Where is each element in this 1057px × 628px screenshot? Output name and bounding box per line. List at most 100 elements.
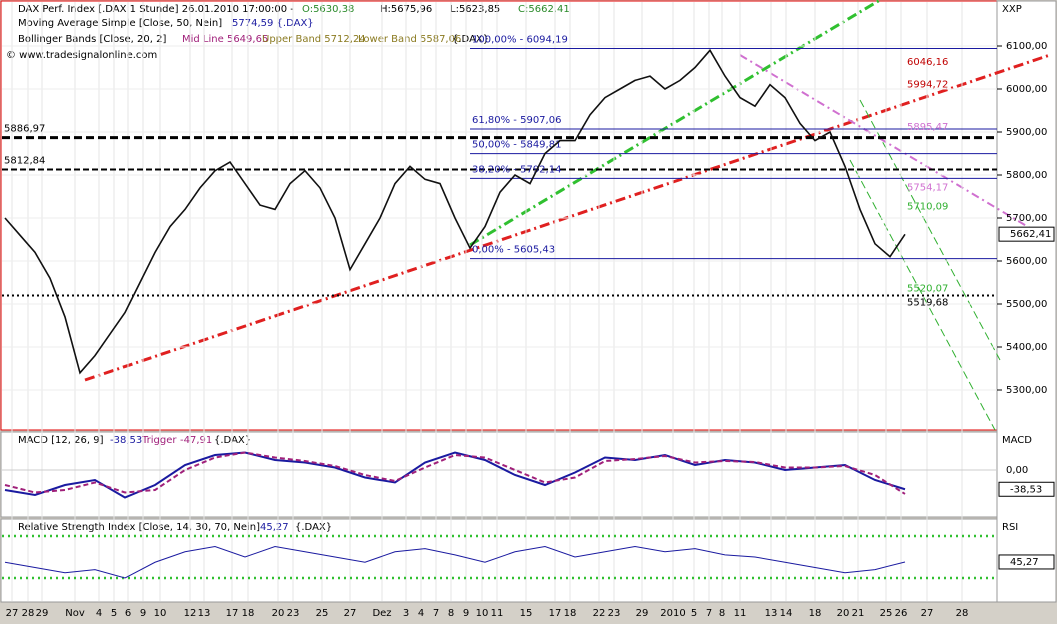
date-label: 9: [463, 608, 469, 619]
date-label: 10: [476, 608, 489, 619]
date-label: 17: [226, 608, 239, 619]
y-tick-label: 6100,00: [1006, 41, 1047, 52]
last-price-box: [998, 226, 1055, 242]
level-label: 5812,84: [4, 155, 45, 166]
y-tick-label: 5400,00: [1006, 342, 1047, 353]
level-label: 0,00% - 5605,43: [472, 245, 555, 256]
price-annotation: 5895,47: [907, 122, 948, 133]
price-annotation: 5994,72: [907, 79, 948, 90]
date-label: 27: [6, 608, 19, 619]
trendline: [859, 99, 1001, 361]
date-label: 12: [184, 608, 197, 619]
date-label: 4: [418, 608, 424, 619]
date-label: 20: [837, 608, 850, 619]
rsi-tail: {.DAX}: [295, 522, 332, 533]
date-label: Dez: [372, 608, 391, 619]
date-label: 14: [780, 608, 793, 619]
rsi-line: [4, 545, 906, 579]
trendline: [849, 159, 996, 431]
price-annotation: 6046,16: [907, 57, 948, 68]
date-label: 18: [242, 608, 255, 619]
level-label: 50,00% - 5849,81: [472, 140, 561, 151]
bb-upper: Upper Band 5712,24: [262, 34, 366, 45]
level-label: 61,80% - 5907,06: [472, 115, 561, 126]
date-label: 21: [852, 608, 865, 619]
date-label: 8: [448, 608, 454, 619]
date-label: 17: [549, 608, 562, 619]
macd-line: [4, 451, 906, 495]
date-label: 22: [593, 608, 606, 619]
copyright: © www.tradesignalonline.com: [6, 50, 157, 61]
date-label: 27: [344, 608, 357, 619]
y-tick-label: 5900,00: [1006, 127, 1047, 138]
date-label: 7: [433, 608, 439, 619]
date-label: 3: [403, 608, 409, 619]
y-tick-label: 5300,00: [1006, 385, 1047, 396]
date-label: 5: [111, 608, 117, 619]
date-label: 20: [272, 608, 285, 619]
price-annotation: 5520,07: [907, 283, 948, 294]
price-line: [4, 48, 906, 375]
date-label: 15: [520, 608, 533, 619]
y-tick-label: 6000,00: [1006, 84, 1047, 95]
macd-tail: {.DAX}: [214, 435, 251, 446]
rsi-axis-name: RSI: [1002, 522, 1018, 533]
macd-title: MACD [12, 26, 9]: [18, 435, 104, 446]
date-label: 25: [880, 608, 893, 619]
rsi-last-label: 45,27: [1010, 557, 1039, 568]
date-label: 23: [287, 608, 300, 619]
level-label: 5519,68: [907, 298, 948, 309]
price-annotation: 5710,09: [907, 202, 948, 213]
last-price-label: 5662,41: [1010, 229, 1051, 240]
date-label: 27: [921, 608, 934, 619]
price-panel: [0, 0, 998, 431]
macd-value: -38,53: [110, 435, 142, 446]
date-label: 13: [765, 608, 778, 619]
date-label: 25: [316, 608, 329, 619]
date-label: 28: [22, 608, 35, 619]
macd-axis-name: MACD: [1002, 435, 1032, 446]
bb-lower: Lower Band 5587,06: [358, 34, 461, 45]
date-label: 26: [895, 608, 908, 619]
date-label: 7: [706, 608, 712, 619]
level-label: 5886,97: [4, 124, 45, 135]
date-label: 8: [719, 608, 725, 619]
header-symbol: DAX Perf. Index [.DAX 1 Stunde] 26.01.20…: [18, 4, 294, 15]
y-tick-label: 5600,00: [1006, 256, 1047, 267]
date-label: 18: [809, 608, 822, 619]
bb-tail: {.DAX}: [452, 34, 489, 45]
y-tick-label: 5800,00: [1006, 170, 1047, 181]
rsi-last-box: [998, 554, 1055, 570]
header-low: L:5623,85: [450, 4, 500, 15]
trigger-value: -47,91: [180, 435, 212, 446]
level-label: 100,00% - 6094,19: [472, 34, 568, 45]
date-label: Nov: [65, 608, 85, 619]
date-label: 4: [96, 608, 102, 619]
trigger-title: Trigger: [141, 435, 177, 446]
ma-label: Moving Average Simple [Close, 50, Nein]: [18, 18, 222, 29]
right-axis: [996, 0, 1057, 603]
rsi-panel: [0, 518, 998, 603]
macd-last-label: -38,53: [1010, 484, 1042, 495]
rsi-value: 45,27: [260, 522, 289, 533]
date-label: 10: [154, 608, 167, 619]
bb-mid: Mid Line 5649,65: [182, 34, 268, 45]
date-label: 28: [956, 608, 969, 619]
price-annotation: 5754,17: [907, 183, 948, 194]
date-label: 29: [636, 608, 649, 619]
date-label: 23: [608, 608, 621, 619]
date-label: 5: [691, 608, 697, 619]
rsi-title: Relative Strength Index [Close, 14, 30, …: [18, 522, 260, 533]
y-tick-label: 5500,00: [1006, 299, 1047, 310]
macd-panel: [0, 431, 998, 518]
ma-value: 5774,59 {.DAX}: [232, 18, 314, 29]
macd-line: [4, 451, 906, 499]
y-tick-label: 0,00: [1006, 465, 1028, 476]
date-label: 18: [564, 608, 577, 619]
date-label: 11: [734, 608, 747, 619]
date-label: 6: [125, 608, 131, 619]
level-label: 38,20% - 5792,14: [472, 164, 561, 175]
axis-name: XXP: [1002, 4, 1022, 15]
date-label: 13: [198, 608, 211, 619]
